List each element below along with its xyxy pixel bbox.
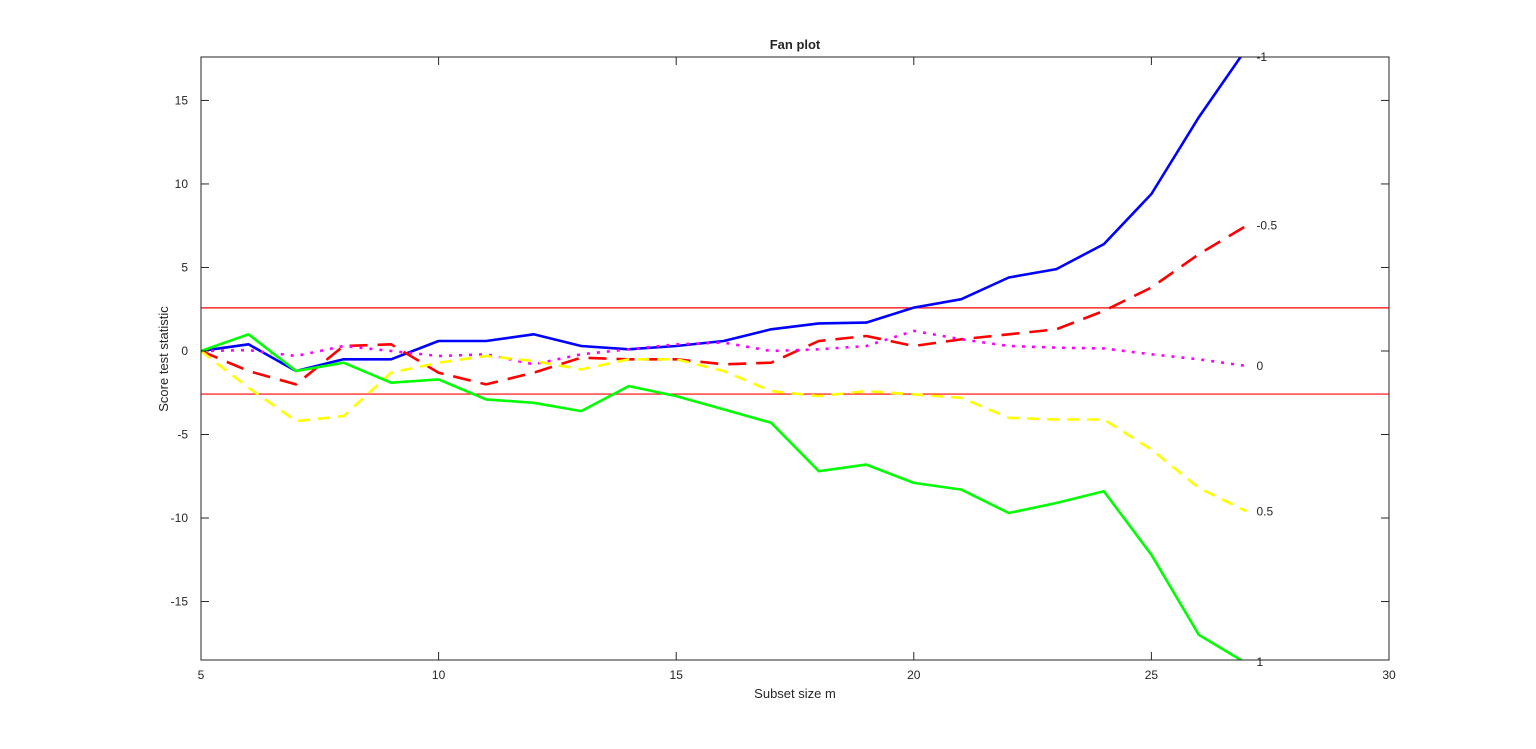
series-end-label: -1 [1256, 50, 1267, 64]
x-tick-label: 30 [1382, 668, 1396, 682]
chart-title: Fan plot [770, 37, 821, 52]
x-axis-label: Subset size m [754, 686, 836, 701]
y-tick-label: -10 [171, 511, 189, 525]
y-axis-label: Score test statistic [156, 306, 171, 412]
x-tick-label: 25 [1145, 668, 1159, 682]
y-tick-label: -15 [171, 595, 189, 609]
y-tick-label: 5 [181, 260, 188, 274]
x-tick-label: 20 [907, 668, 921, 682]
y-tick-label: 15 [175, 93, 189, 107]
axes-box [200, 56, 1390, 661]
x-tick-label: 15 [670, 668, 684, 682]
series-line--1 [201, 57, 1243, 373]
series-end-label: 0 [1256, 359, 1263, 373]
series-end-label: -0.5 [1256, 219, 1277, 233]
series-line-0.5 [201, 349, 1247, 513]
series-line-0 [201, 329, 1247, 368]
series-end-label: 1 [1256, 655, 1263, 669]
x-tick-label: 5 [198, 668, 205, 682]
series-line-1 [201, 332, 1244, 660]
series-end-label: 0.5 [1256, 504, 1273, 518]
y-tick-label: 0 [181, 344, 188, 358]
series-line--0.5 [201, 224, 1248, 386]
y-tick-label: -5 [177, 428, 188, 442]
x-tick-label: 10 [432, 668, 446, 682]
y-tick-label: 10 [175, 177, 189, 191]
plot-area [201, 57, 1389, 660]
